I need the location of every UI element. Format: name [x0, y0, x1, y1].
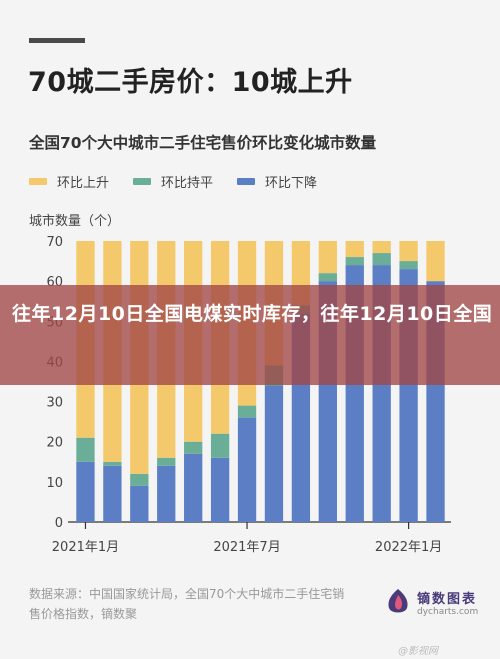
- y-tick-label: 10: [46, 476, 63, 491]
- bar-segment-flat: [210, 433, 230, 458]
- chart-legend: 环比上升 环比持平 环比下降: [29, 172, 317, 191]
- bar-segment-flat: [157, 457, 176, 466]
- bar-segment-flat: [237, 405, 257, 418]
- stacked-bar-chart: 0102030405060702021年1月2021年7月2022年1月: [46, 235, 451, 555]
- y-axis-label: 城市数量（个）: [29, 214, 121, 229]
- legend-item-fall: 环比下降: [237, 172, 317, 191]
- data-source-note: 数据来源：中国国家统计局，全国70个大中城市二手住宅销售价格指数，镝数聚: [29, 587, 345, 621]
- x-tick-label: 2021年7月: [213, 540, 280, 555]
- chart-title: 全国70个大中城市二手住宅售价环比变化城市数量: [29, 134, 377, 152]
- brand-logo-icon: [388, 589, 408, 613]
- overlay-title-text: 往年12月10日全国电煤实时库存，往年12月10日全国电煤实时库存深度解: [12, 303, 492, 325]
- y-tick-label: 0: [55, 516, 63, 531]
- legend-swatch-fall: [237, 178, 256, 185]
- accent-bar: [29, 38, 85, 43]
- bar-segment-rise: [399, 241, 418, 262]
- x-tick-label: 2022年1月: [375, 540, 442, 555]
- bar-segment-flat: [318, 273, 337, 282]
- bar-segment-flat: [130, 473, 149, 486]
- brand-url: dycharts.com: [417, 606, 479, 617]
- bar-segment-rise: [372, 241, 391, 254]
- legend-item-flat: 环比持平: [133, 172, 213, 191]
- legend-swatch-flat: [133, 178, 152, 185]
- y-tick-label: 20: [46, 436, 63, 451]
- y-tick-label: 30: [46, 396, 63, 411]
- bar-segment-flat: [372, 253, 391, 266]
- bar-segment-fall: [103, 465, 122, 522]
- legend-item-rise: 环比上升: [29, 172, 109, 191]
- brand-name: 镝数图表: [417, 591, 478, 607]
- watermark: @影视网: [398, 646, 438, 657]
- bar-segment-flat: [345, 257, 364, 266]
- bar-segment-flat: [103, 461, 122, 466]
- bar-segment-fall: [237, 417, 257, 522]
- bar-segment-fall: [157, 465, 176, 522]
- bar-segment-flat: [184, 441, 203, 454]
- headline: 70城二手房价：10城上升: [28, 67, 353, 98]
- bar-segment-fall: [264, 385, 284, 522]
- overlay-banner: 往年12月10日全国电煤实时库存，往年12月10日全国电煤实时库存深度解: [0, 285, 500, 385]
- x-tick-label: 2021年1月: [52, 540, 119, 555]
- brand-mark: 镝数图表 dycharts.com: [385, 587, 478, 617]
- bar-segment-fall: [130, 485, 149, 522]
- bar-segment-fall: [184, 453, 203, 522]
- legend-label-flat: 环比持平: [161, 176, 214, 191]
- bar-segment-rise: [318, 241, 337, 274]
- legend-label-rise: 环比上升: [57, 176, 110, 191]
- legend-swatch-rise: [29, 178, 47, 185]
- bar-segment-fall: [210, 457, 230, 522]
- y-tick-label: 70: [46, 235, 63, 250]
- legend-label-fall: 环比下降: [265, 176, 318, 191]
- bar-segment-flat: [76, 437, 95, 462]
- bar-segment-rise: [345, 241, 364, 258]
- bar-segment-flat: [399, 261, 418, 270]
- bar-segment-fall: [76, 461, 95, 522]
- bar-segment-rise: [426, 241, 445, 282]
